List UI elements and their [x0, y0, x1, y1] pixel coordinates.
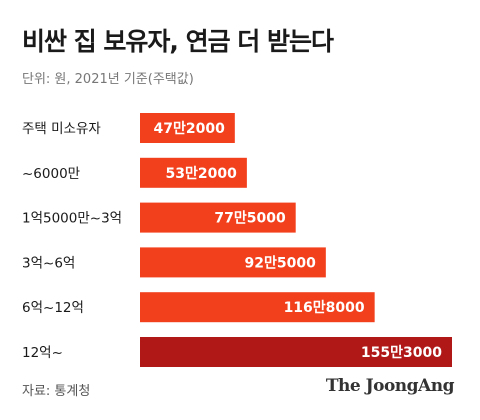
bar [140, 337, 452, 367]
category-label: 6억~12억 [22, 300, 84, 316]
bar-value-label: 116만8000 [284, 300, 365, 316]
bar [140, 247, 326, 278]
chart-title: 비싼 집 보유자, 연금 더 받는다 [22, 27, 334, 56]
bar-value-label: 47만2000 [153, 121, 225, 137]
bar-value-label: 53만2000 [166, 166, 238, 182]
category-label: 1억5000만~3억 [22, 211, 122, 227]
category-label: 12억~ [22, 345, 63, 361]
publisher-credit: The JoongAng [325, 376, 455, 396]
bar-value-label: 77만5000 [214, 211, 286, 227]
bar [140, 292, 375, 323]
category-label: 3억~6억 [22, 255, 75, 271]
bar [140, 113, 235, 143]
bar [140, 202, 296, 233]
source-note: 자료: 통계청 [22, 384, 91, 399]
bar-value-label: 155만3000 [361, 345, 442, 361]
bar [140, 157, 247, 188]
category-label: 주택 미소유자 [22, 121, 101, 137]
category-label: ~6000만 [22, 166, 80, 182]
chart-subtitle: 단위: 원, 2021년 기준(주택값) [22, 72, 194, 87]
bar-value-label: 92만5000 [245, 255, 317, 271]
